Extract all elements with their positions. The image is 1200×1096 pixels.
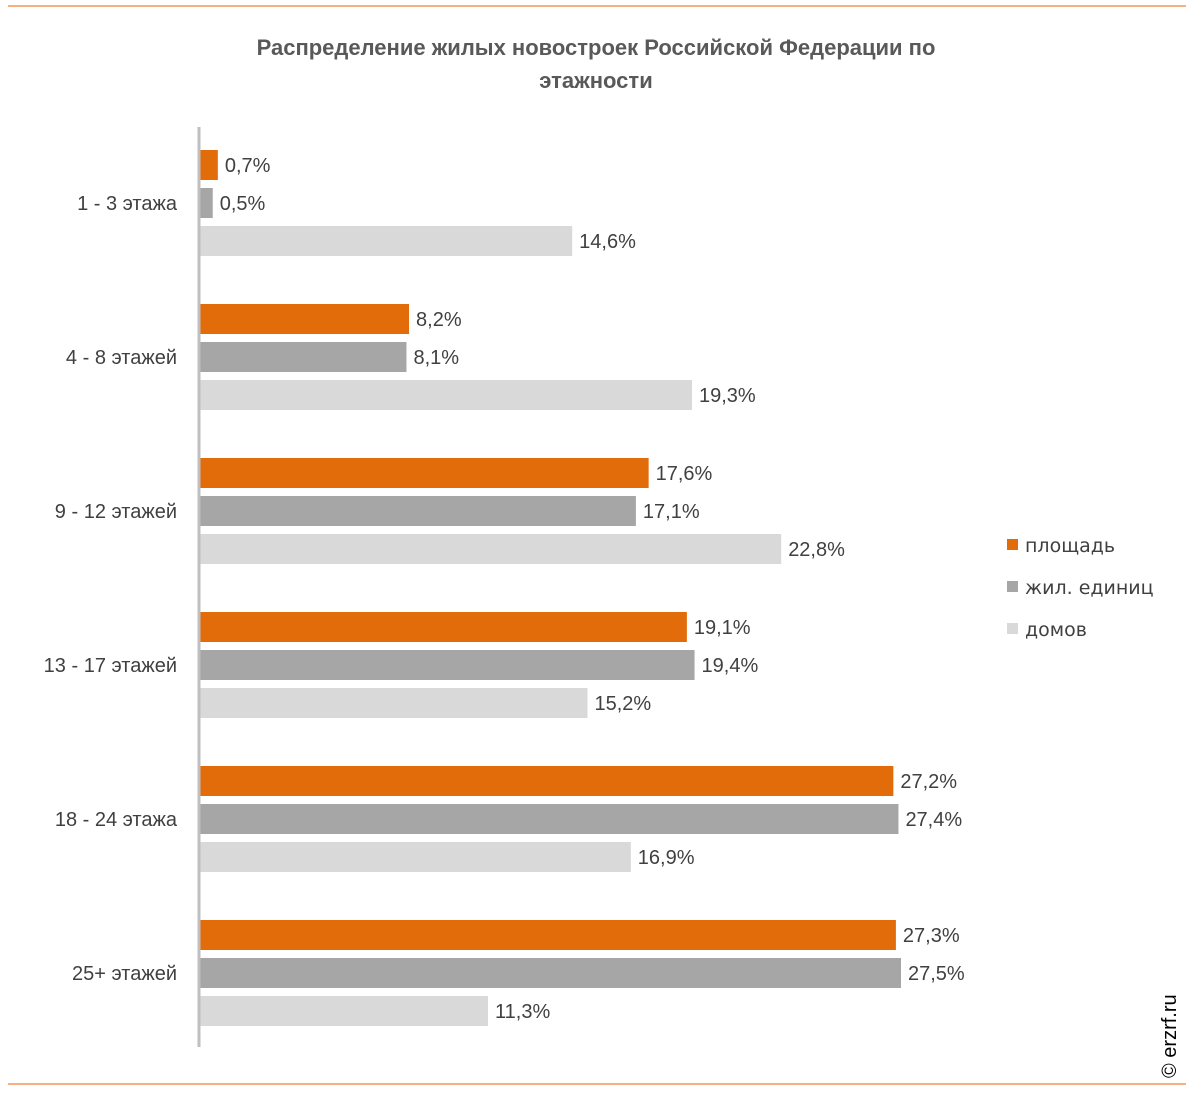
bar [200, 804, 899, 834]
bar [200, 688, 588, 718]
watermark: © erzrf.ru [1159, 994, 1181, 1078]
data-label: 0,5% [220, 193, 266, 215]
bar [200, 342, 407, 372]
legend-swatch [1007, 581, 1018, 592]
bar [200, 226, 573, 256]
legend-swatch [1007, 623, 1018, 634]
bar [200, 496, 636, 526]
data-label: 0,7% [225, 155, 271, 177]
data-label: 22,8% [788, 539, 845, 561]
data-label: 8,1% [413, 347, 459, 369]
category-label: 18 - 24 этажа [55, 809, 178, 831]
bar [200, 188, 213, 218]
bar [200, 842, 631, 872]
data-label: 27,5% [908, 963, 965, 985]
data-label: 19,4% [702, 655, 759, 677]
category-label: 13 - 17 этажей [44, 655, 177, 677]
data-label: 27,4% [905, 809, 962, 831]
bar [200, 996, 489, 1026]
bar [200, 920, 896, 950]
data-label: 11,3% [495, 1001, 550, 1023]
bar [200, 958, 901, 988]
bar [200, 458, 649, 488]
bar [200, 534, 782, 564]
data-label: 8,2% [416, 309, 462, 331]
bar [200, 380, 692, 410]
data-label: 19,3% [699, 385, 756, 407]
legend-label: площадь [1025, 535, 1115, 557]
chart-title-line-2: этажности [539, 68, 652, 93]
data-label: 17,6% [656, 463, 713, 485]
legend-label: жил. единиц [1025, 577, 1154, 599]
legend-label: домов [1025, 619, 1087, 641]
category-label: 1 - 3 этажа [77, 193, 178, 215]
category-label: 4 - 8 этажей [66, 347, 177, 369]
data-label: 27,3% [903, 925, 960, 947]
data-label: 17,1% [643, 501, 700, 523]
bar [200, 150, 218, 180]
data-label: 14,6% [579, 231, 636, 253]
data-label: 27,2% [900, 771, 957, 793]
data-label: 16,9% [638, 847, 695, 869]
data-label: 15,2% [594, 693, 651, 715]
data-label: 19,1% [694, 617, 751, 639]
category-label: 9 - 12 этажей [55, 501, 177, 523]
bar [200, 650, 695, 680]
legend-swatch [1007, 539, 1018, 550]
category-label: 25+ этажей [72, 963, 177, 985]
bar [200, 304, 410, 334]
chart-title-line-1: Распределение жилых новостроек Российско… [257, 35, 936, 60]
bar [200, 612, 687, 642]
bar [200, 766, 894, 796]
